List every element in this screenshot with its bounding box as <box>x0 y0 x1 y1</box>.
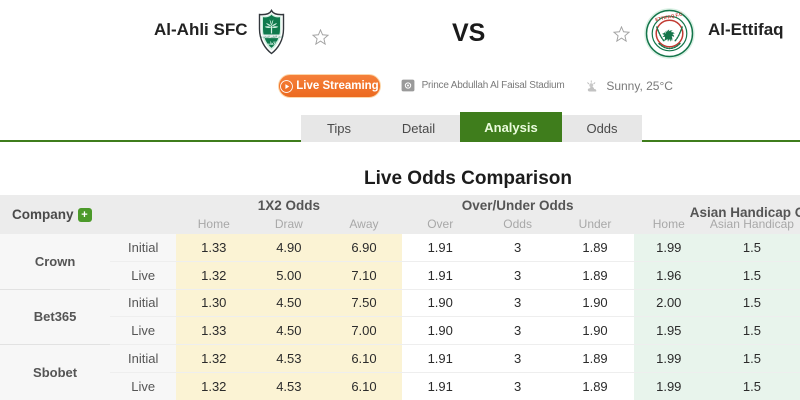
svg-text:نادي الاهلي السعودي: نادي الاهلي السعودي <box>260 34 283 38</box>
